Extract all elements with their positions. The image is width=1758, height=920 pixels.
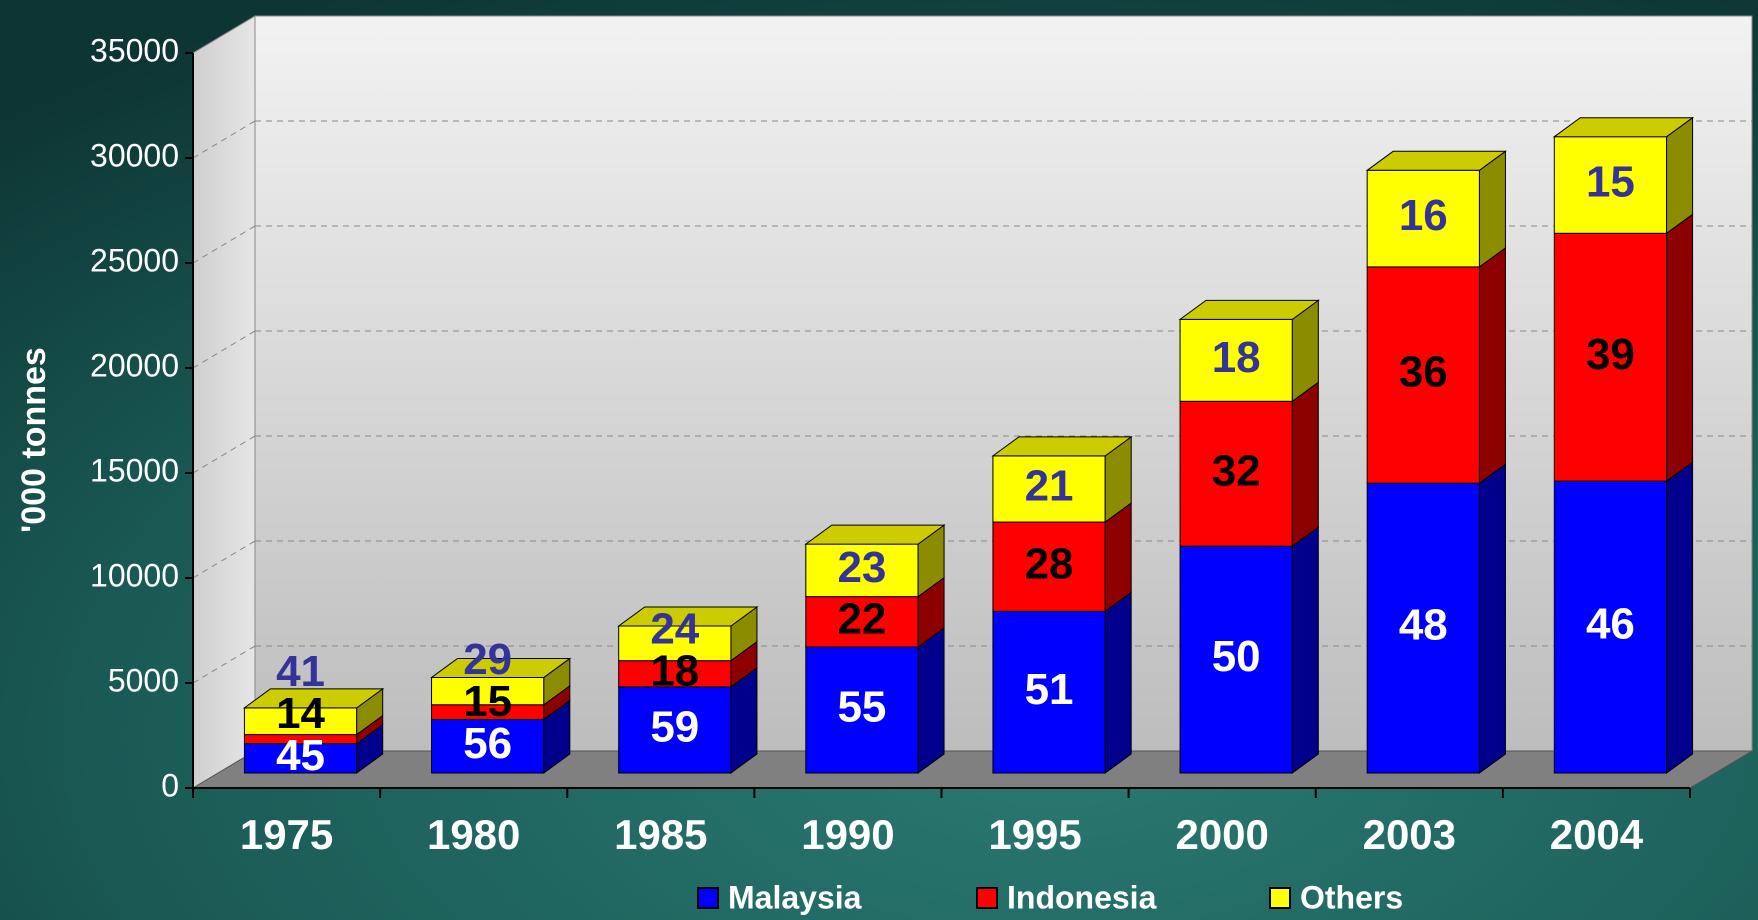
y-tick-label: 15000 — [90, 452, 179, 488]
bar-side — [1478, 246, 1506, 485]
data-label: 18 — [1212, 333, 1261, 382]
data-label: 55 — [837, 683, 886, 732]
bar-segment — [1366, 482, 1480, 774]
legend-label: Indonesia — [1007, 879, 1157, 915]
bar-top — [617, 606, 759, 627]
data-label: 24 — [650, 604, 699, 653]
data-label: 18 — [650, 646, 699, 695]
x-tick-label: 1990 — [801, 811, 894, 858]
y-tick-label: 20000 — [90, 347, 179, 383]
data-label: 59 — [650, 703, 699, 752]
y-tick-label: 10000 — [90, 557, 179, 593]
bar-segment — [1366, 169, 1480, 268]
grid-line — [192, 120, 256, 159]
bar-top — [1178, 299, 1320, 320]
y-tick-label: 0 — [161, 767, 179, 803]
data-label: 32 — [1212, 446, 1261, 495]
data-label: 15 — [463, 677, 512, 726]
data-label: 41 — [276, 647, 325, 696]
bar-segment — [431, 676, 545, 706]
x-tick-label: 2000 — [1175, 811, 1268, 858]
y-tick-label: 5000 — [108, 662, 179, 698]
data-label: 50 — [1212, 632, 1261, 681]
bar-segment — [243, 743, 358, 774]
bar-side — [1666, 116, 1694, 235]
grid-line — [192, 330, 256, 369]
left-wall — [192, 15, 256, 789]
x-tick-label: 1985 — [614, 811, 707, 858]
bar-top — [430, 657, 572, 678]
x-tick-label: 2004 — [1550, 811, 1644, 858]
bar-top — [804, 524, 946, 545]
data-label: 22 — [837, 594, 886, 643]
bar-side — [1291, 381, 1319, 548]
x-tick-label: 2003 — [1363, 811, 1456, 858]
x-tick-label: 1980 — [427, 811, 520, 858]
bar-side — [1291, 526, 1319, 774]
bar-segment — [805, 596, 919, 648]
grid-line — [192, 225, 256, 264]
floor — [191, 750, 1754, 789]
data-label: 39 — [1586, 330, 1635, 379]
data-label: 36 — [1399, 348, 1448, 397]
bar-segment — [243, 707, 358, 736]
legend-label: Malaysia — [728, 879, 862, 915]
bar-top — [991, 436, 1133, 457]
bar-side — [1666, 461, 1694, 774]
data-label: 46 — [1586, 600, 1635, 649]
x-tick-label: 1995 — [988, 811, 1081, 858]
x-tick-label: 1975 — [240, 811, 333, 858]
grid-line — [192, 645, 256, 684]
bar-top — [242, 688, 385, 709]
legend-swatch — [1269, 887, 1291, 909]
data-label: 45 — [276, 731, 325, 780]
bar-side — [1666, 213, 1694, 483]
y-tick-label: 35000 — [90, 32, 179, 68]
y-tick-label: 30000 — [90, 137, 179, 173]
bar-segment — [1179, 545, 1293, 774]
legend-label: Others — [1300, 879, 1403, 915]
data-label: 21 — [1025, 462, 1074, 511]
bar-segment — [992, 455, 1106, 523]
y-tick-label: 25000 — [90, 242, 179, 278]
grid-line — [192, 540, 256, 579]
bar-segment — [992, 610, 1106, 774]
data-label: 51 — [1025, 665, 1074, 714]
data-label: 16 — [1399, 191, 1448, 240]
data-label: 29 — [463, 635, 512, 684]
legend-swatch — [976, 887, 998, 909]
bar-side — [1478, 463, 1506, 774]
bar-top — [1552, 117, 1695, 138]
bar-segment — [1179, 318, 1293, 402]
bar-top — [1365, 150, 1507, 171]
bar-segment — [618, 660, 732, 688]
grid-line — [192, 435, 256, 474]
bar-segment — [1553, 136, 1668, 234]
bar-side — [1104, 591, 1132, 774]
bar-side — [1478, 150, 1506, 268]
bar-segment — [1366, 266, 1480, 484]
legend-swatch — [697, 887, 719, 909]
data-label: 28 — [1025, 539, 1074, 588]
bar-segment — [992, 521, 1106, 612]
data-label: 48 — [1399, 601, 1448, 650]
data-label: 15 — [1586, 158, 1635, 207]
bar-segment — [1553, 480, 1668, 774]
bar-segment — [431, 718, 545, 774]
data-label: 14 — [276, 689, 325, 738]
data-label: 56 — [463, 719, 512, 768]
bar-segment — [1553, 232, 1668, 482]
data-label: 23 — [837, 543, 886, 592]
bar-side — [917, 627, 945, 774]
y-axis-title: '000 tonnes — [15, 347, 53, 533]
bar-segment — [618, 686, 732, 774]
